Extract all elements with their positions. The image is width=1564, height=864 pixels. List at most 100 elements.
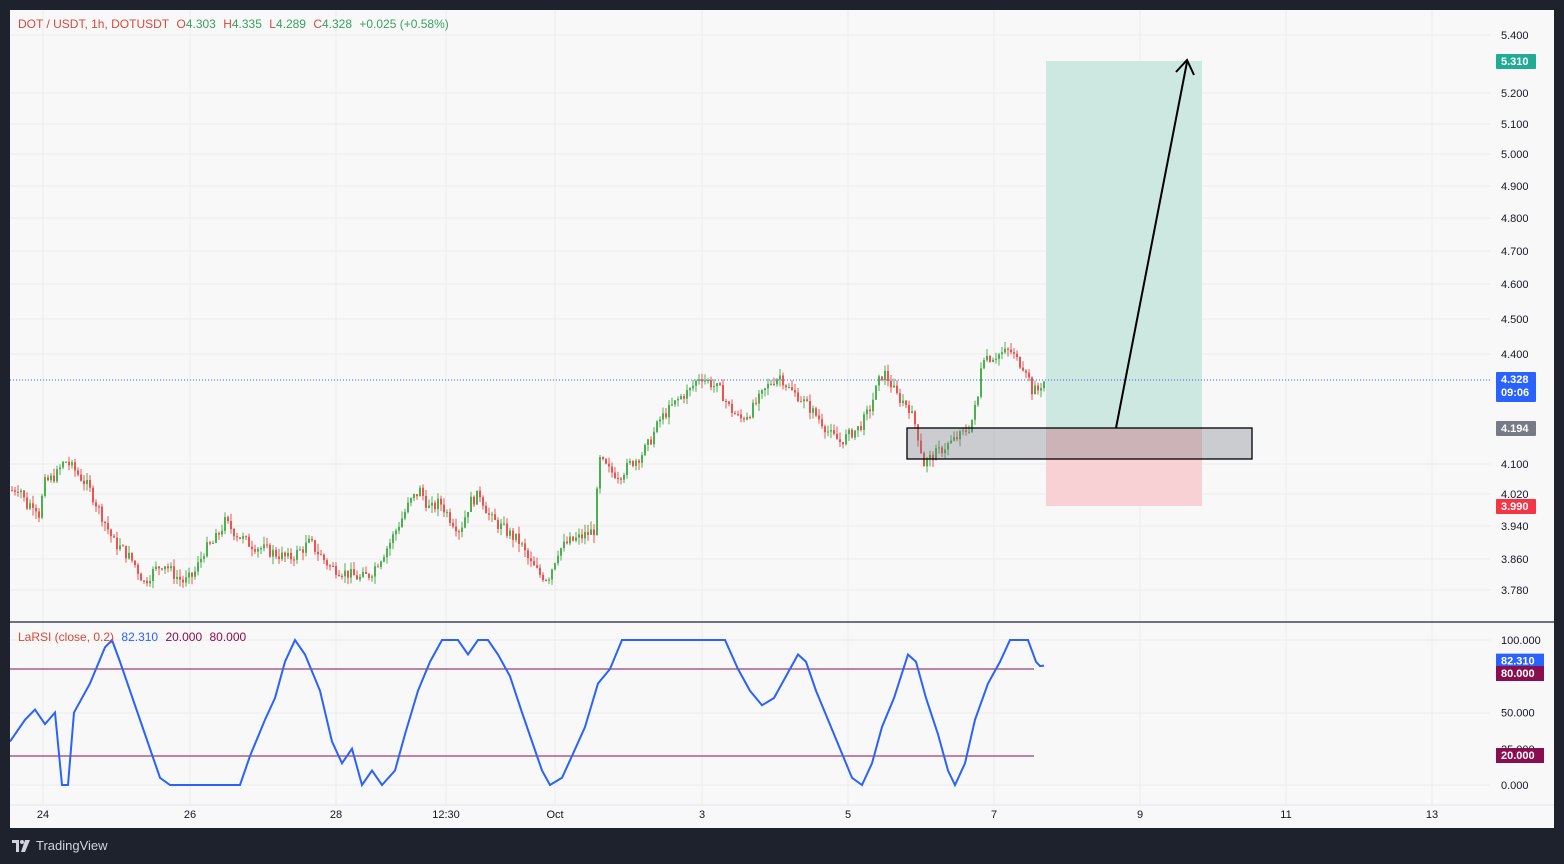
chart-frame[interactable]: 5.400 5.200 5.100 5.000 4.900 4.800 4.700 4.600…: [10, 10, 1554, 828]
candle-body: [920, 440, 922, 453]
candle-body: [830, 430, 832, 432]
close-label: C: [313, 17, 322, 31]
tradingview-brand[interactable]: TradingView: [12, 838, 108, 853]
candle-body: [38, 511, 40, 518]
candle-body: [824, 426, 826, 433]
candle-body: [11, 490, 13, 492]
candle-body: [317, 551, 319, 555]
candle-body: [719, 383, 721, 386]
time-axis-label: 13: [1426, 809, 1438, 821]
candle-body: [812, 408, 814, 413]
rsi-lower-tag-text: 20.000: [1501, 750, 1535, 762]
candle-body: [752, 402, 754, 418]
price-tick-label: 4.020: [1501, 489, 1529, 501]
candle-body: [842, 442, 844, 445]
candle-body: [605, 458, 607, 464]
candle-body: [281, 552, 283, 560]
candle-body: [575, 537, 577, 541]
candle-body: [137, 564, 139, 574]
candle-body: [653, 431, 655, 445]
candle-body: [116, 537, 118, 550]
candle-body: [506, 523, 508, 536]
candle-body: [599, 457, 601, 489]
time-axis-label: Oct: [546, 809, 563, 821]
candle-body: [716, 383, 718, 387]
candle-body: [197, 562, 199, 572]
candle-body: [947, 443, 949, 450]
candle-body: [623, 475, 625, 480]
candle-body: [146, 580, 148, 584]
candle-body: [509, 530, 511, 536]
candle-body: [902, 400, 904, 403]
candle-body: [410, 498, 412, 503]
candle-body: [953, 437, 955, 441]
indicator-name[interactable]: LaRSI (close, 0.2): [18, 630, 115, 644]
candle-body: [203, 556, 205, 559]
candle-body: [59, 467, 61, 470]
candle-body: [272, 549, 274, 557]
trend-arrow-line[interactable]: [1115, 61, 1188, 429]
candle-body: [677, 398, 679, 401]
candle-body: [593, 529, 595, 536]
demand-zone-box[interactable]: [906, 427, 1253, 460]
indicator-value: 82.310: [121, 630, 159, 644]
candle-body: [1004, 348, 1006, 353]
candle-body: [917, 424, 919, 441]
candle-body: [377, 566, 379, 568]
candle-body: [374, 566, 376, 577]
candle-body: [833, 430, 835, 434]
candle-body: [449, 512, 451, 523]
candle-body: [659, 419, 661, 422]
price-tick-label: 4.400: [1501, 349, 1529, 361]
stop-zone[interactable]: [1046, 429, 1202, 506]
candle-body: [62, 461, 64, 468]
symbol-title[interactable]: DOT / USDT, 1h, DOTUSDT: [18, 17, 170, 31]
candle-body: [584, 532, 586, 539]
price-tick-label: 5.200: [1501, 88, 1529, 100]
rsi-value-tag-text: 82.310: [1501, 656, 1535, 668]
candle-body: [188, 572, 190, 578]
candle-body: [479, 490, 481, 498]
close-value: 4.328: [321, 17, 353, 31]
chart-canvas[interactable]: 5.400 5.200 5.100 5.000 4.900 4.800 4.700 4.600…: [10, 10, 1554, 828]
candle-body: [695, 380, 697, 386]
candle-body: [527, 550, 529, 559]
candle-body: [407, 502, 409, 513]
candle-body: [290, 552, 292, 560]
candle-body: [737, 414, 739, 416]
candle-body: [611, 466, 613, 473]
price-tick-label: 3.860: [1501, 554, 1529, 566]
candle-body: [785, 385, 787, 388]
candle-body: [311, 538, 313, 541]
candle-body: [950, 440, 952, 444]
candle-body: [1013, 352, 1015, 354]
candle-body: [395, 530, 397, 535]
candle-body: [878, 376, 880, 386]
candle-body: [248, 536, 250, 547]
candle-body: [968, 431, 970, 433]
trend-arrow-head[interactable]: [1175, 58, 1195, 76]
candle-body: [743, 418, 745, 420]
target-zone[interactable]: [1046, 61, 1202, 429]
candle-body: [905, 400, 907, 405]
candle-body: [665, 413, 667, 418]
candle-body: [746, 417, 748, 420]
candle-body: [206, 542, 208, 557]
candle-body: [44, 477, 46, 496]
candle-body: [35, 507, 37, 512]
candle-body: [305, 542, 307, 553]
candle-body: [182, 579, 184, 583]
candle-body: [215, 533, 217, 543]
candle-body: [656, 421, 658, 432]
candle-body: [764, 388, 766, 391]
time-axis-label: 3: [699, 809, 705, 821]
candle-body: [911, 411, 913, 413]
candle-body: [650, 439, 652, 445]
candle-body: [767, 383, 769, 389]
candle-body: [326, 560, 328, 566]
candle-body: [707, 380, 709, 382]
candle-body: [860, 426, 862, 430]
indicator-legend[interactable]: LaRSI (close, 0.2) 82.310 20.000 80.000: [18, 630, 250, 644]
candle-body: [848, 429, 850, 435]
candle-body: [689, 388, 691, 391]
